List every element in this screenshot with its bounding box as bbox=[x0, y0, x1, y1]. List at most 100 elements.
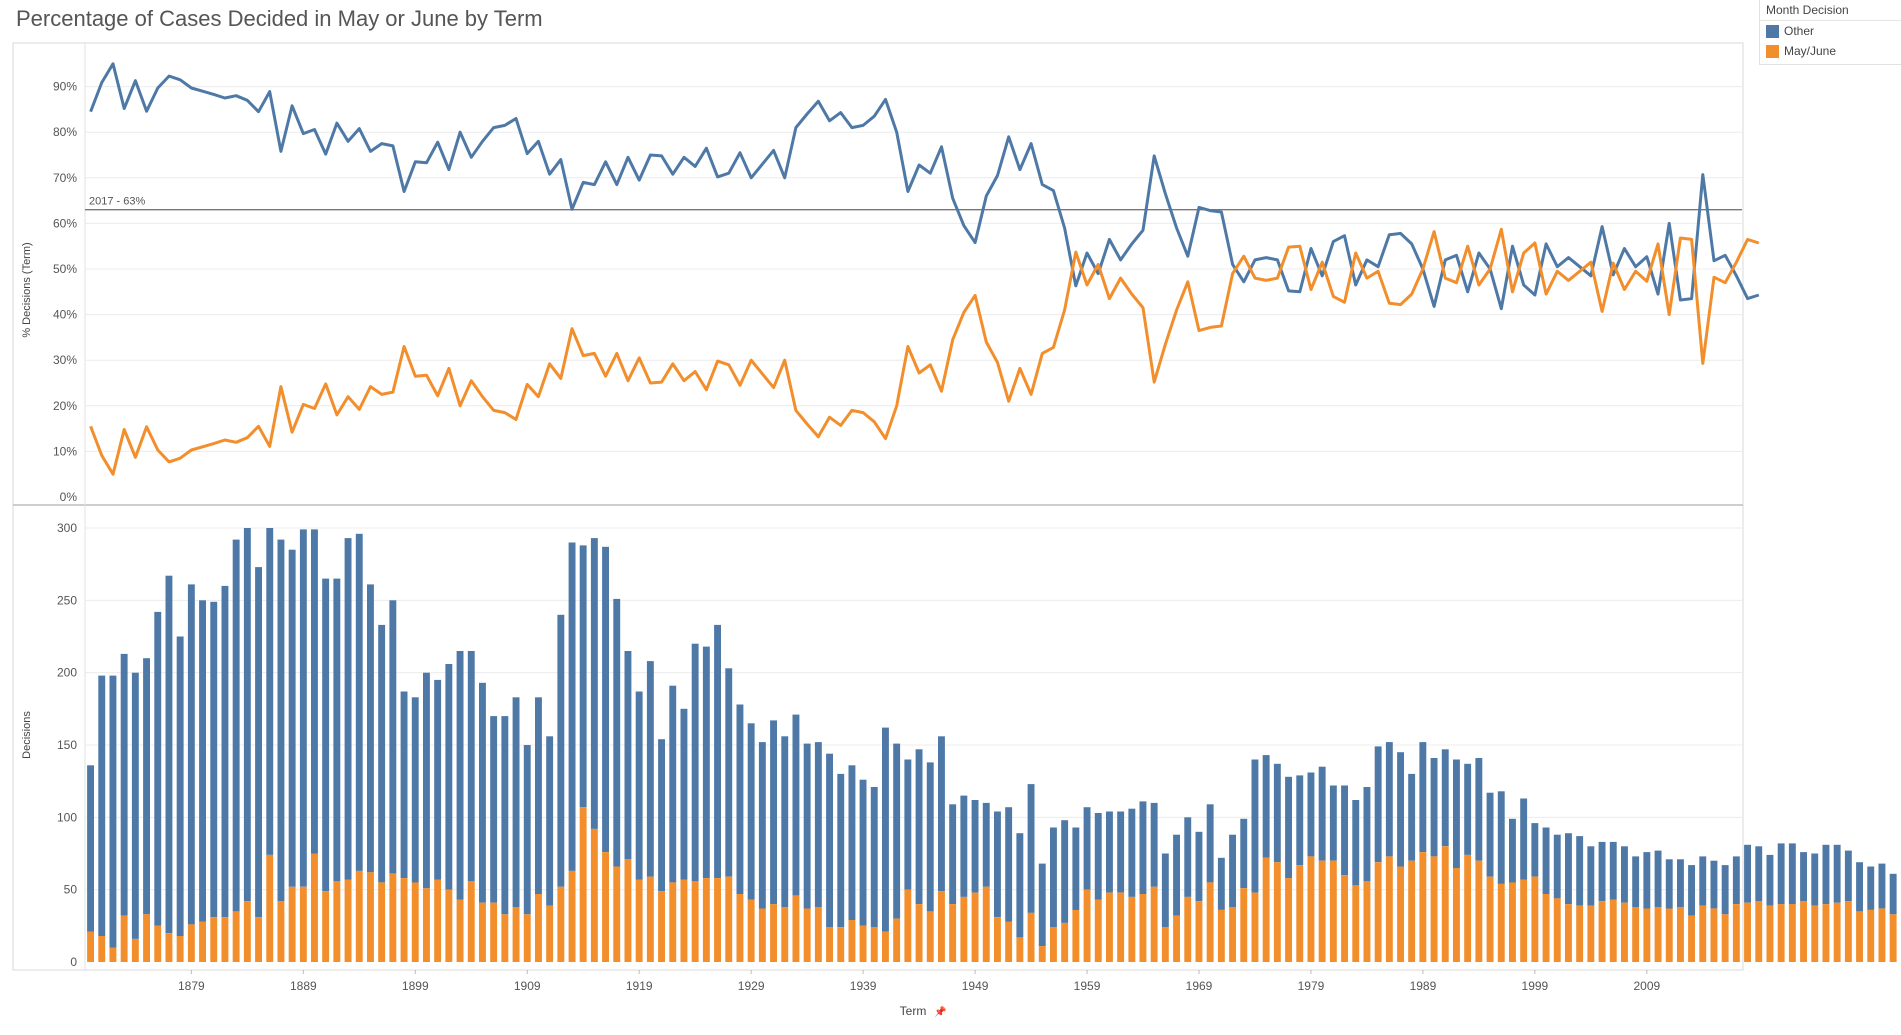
bar-mayjune bbox=[232, 911, 240, 962]
line-y-axis-label: % Decisions (Term) bbox=[21, 242, 33, 337]
bar-other bbox=[1318, 766, 1326, 861]
bar-mayjune bbox=[826, 927, 833, 962]
bar-other bbox=[691, 643, 699, 881]
bar-mayjune bbox=[758, 908, 766, 962]
bar-mayjune bbox=[1397, 866, 1404, 962]
bar-other bbox=[1195, 831, 1203, 902]
bar-mayjune bbox=[882, 931, 889, 962]
bar-other bbox=[1475, 758, 1483, 861]
bar-mayjune bbox=[1486, 876, 1494, 962]
x-tick-label: 2009 bbox=[1633, 979, 1660, 993]
bar-mayjune bbox=[1385, 856, 1393, 962]
bar-other bbox=[1788, 843, 1796, 905]
legend-item-other[interactable]: Other bbox=[1760, 21, 1901, 41]
bar-mayjune bbox=[1721, 914, 1729, 962]
bar-mayjune bbox=[646, 876, 654, 962]
bar-mayjune bbox=[288, 886, 296, 962]
bar-other bbox=[792, 714, 800, 896]
legend-label-other: Other bbox=[1784, 24, 1815, 38]
legend-swatch-other bbox=[1766, 24, 1779, 38]
bar-mayjune bbox=[792, 895, 800, 962]
bar-other bbox=[1397, 752, 1404, 867]
bar-other bbox=[1027, 784, 1035, 913]
bar-mayjune bbox=[1844, 901, 1852, 962]
bar-mayjune bbox=[1878, 908, 1886, 962]
bar-mayjune bbox=[859, 925, 867, 962]
bar-mayjune bbox=[1352, 885, 1360, 962]
bar-other bbox=[1184, 817, 1192, 897]
bar-other bbox=[277, 539, 285, 902]
bar-other bbox=[423, 672, 430, 889]
bar-other bbox=[1464, 763, 1472, 855]
bar-mayjune bbox=[994, 917, 1001, 962]
bar-mayjune bbox=[523, 914, 531, 962]
bar-other bbox=[311, 529, 318, 854]
bar-y-tick: 100 bbox=[57, 810, 77, 824]
bar-other bbox=[1766, 854, 1774, 906]
x-tick-label: 1979 bbox=[1298, 979, 1325, 993]
bar-other bbox=[1587, 846, 1595, 906]
bar-other bbox=[624, 651, 632, 860]
bar-other bbox=[1128, 808, 1136, 897]
bar-other bbox=[143, 658, 150, 915]
bar-mayjune bbox=[1531, 876, 1539, 962]
x-tick-label: 1999 bbox=[1522, 979, 1549, 993]
bar-other bbox=[1509, 818, 1516, 883]
bar-mayjune bbox=[98, 936, 106, 962]
bar-other bbox=[971, 800, 979, 893]
bar-mayjune bbox=[378, 882, 386, 962]
x-tick-label: 1939 bbox=[850, 979, 877, 993]
bar-other bbox=[1061, 820, 1069, 923]
bar-other bbox=[344, 538, 352, 880]
bar-other bbox=[557, 614, 565, 887]
bar-mayjune bbox=[299, 886, 307, 962]
bar-mayjune bbox=[1329, 860, 1337, 962]
bar-other bbox=[490, 716, 498, 903]
bar-other bbox=[1229, 834, 1236, 907]
bar-other bbox=[154, 611, 162, 926]
bar-mayjune bbox=[1374, 862, 1382, 962]
bar-mayjune bbox=[479, 902, 486, 962]
bar-other bbox=[1072, 827, 1080, 910]
bar-mayjune bbox=[1296, 865, 1304, 962]
bar-mayjune bbox=[568, 870, 576, 962]
bar-mayjune bbox=[1598, 901, 1606, 962]
bar-y-tick: 50 bbox=[64, 883, 78, 897]
bar-other bbox=[848, 765, 856, 921]
x-tick-label: 1969 bbox=[1186, 979, 1213, 993]
bar-other bbox=[199, 600, 206, 922]
bar-mayjune bbox=[635, 879, 643, 962]
bar-mayjune bbox=[1800, 901, 1807, 962]
bar-other bbox=[1161, 853, 1169, 928]
bar-mayjune bbox=[187, 924, 195, 962]
bar-other bbox=[613, 598, 621, 867]
bar-mayjune bbox=[1061, 922, 1069, 962]
bar-mayjune bbox=[1453, 868, 1460, 962]
bar-mayjune bbox=[1632, 907, 1640, 962]
bar-mayjune bbox=[714, 878, 721, 962]
bar-other bbox=[87, 765, 94, 932]
bar-other bbox=[176, 636, 184, 936]
bar-mayjune bbox=[1643, 908, 1651, 962]
bar-other bbox=[243, 528, 251, 902]
bar-mayjune bbox=[747, 899, 755, 962]
bar-mayjune bbox=[1195, 901, 1203, 962]
bar-other bbox=[1150, 802, 1158, 887]
bar-mayjune bbox=[456, 899, 464, 962]
bar-mayjune bbox=[243, 901, 251, 962]
bar-mayjune bbox=[1497, 883, 1505, 962]
bar-other bbox=[389, 600, 397, 874]
bar-other bbox=[770, 720, 777, 905]
legend-item-mayjune[interactable]: May/June bbox=[1760, 41, 1901, 61]
bar-mayjune bbox=[1542, 894, 1550, 962]
bar-mayjune bbox=[176, 936, 184, 962]
x-tick-label: 1919 bbox=[626, 979, 653, 993]
bar-other bbox=[1117, 811, 1125, 893]
bar-mayjune bbox=[1027, 912, 1035, 962]
bar-other bbox=[1329, 785, 1337, 861]
bar-other bbox=[758, 742, 766, 909]
bar-mayjune bbox=[1161, 927, 1169, 962]
bar-other bbox=[1139, 801, 1147, 894]
bar-mayjune bbox=[333, 881, 341, 962]
bar-other bbox=[1688, 865, 1695, 916]
